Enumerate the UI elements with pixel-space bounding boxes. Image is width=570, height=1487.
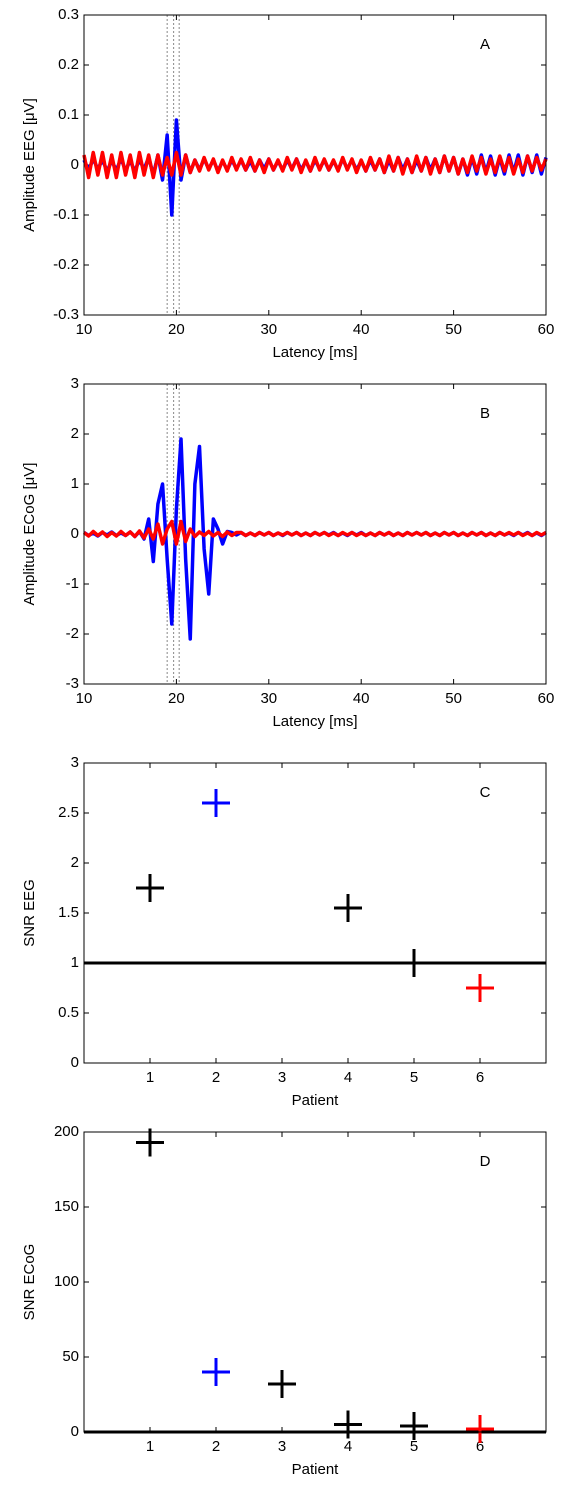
x-tick-label: 3 <box>278 1438 286 1455</box>
x-tick-label: 6 <box>476 1069 484 1086</box>
x-tick-label: 1 <box>146 1438 154 1455</box>
x-axis-label: Patient <box>292 1092 340 1109</box>
x-tick-label: 50 <box>445 690 462 707</box>
x-tick-label: 10 <box>76 690 93 707</box>
y-axis-label: Amplitude EEG [μV] <box>21 98 38 232</box>
x-tick-label: 4 <box>344 1069 352 1086</box>
plus-marker <box>466 1415 494 1443</box>
y-tick-label: -2 <box>66 625 79 642</box>
x-tick-label: 20 <box>168 321 185 338</box>
panel: 0 0.5 1 1.5 2 2.5 3 1 2 3 4 5 6 Patient SNR EEG C <box>21 754 547 1109</box>
y-tick-label: 3 <box>71 754 79 771</box>
x-tick-label: 3 <box>278 1069 286 1086</box>
y-axis-label: SNR ECoG <box>21 1244 38 1321</box>
y-tick-label: 0.3 <box>58 6 79 23</box>
x-tick-label: 5 <box>410 1069 418 1086</box>
y-tick-label: 200 <box>54 1123 79 1140</box>
signal-line <box>82 150 548 180</box>
y-tick-label: 0 <box>71 1423 79 1440</box>
y-tick-label: -3 <box>66 675 79 692</box>
panel: -0.3 -0.2 -0.1 0 0.1 0.2 0.3 10 20 30 40 50 60 Latenc… <box>21 6 554 361</box>
x-tick-label: 40 <box>353 321 370 338</box>
x-tick-label: 2 <box>212 1438 220 1455</box>
y-tick-label: 100 <box>54 1273 79 1290</box>
y-tick-label: 1 <box>71 954 79 971</box>
plus-marker <box>136 874 164 902</box>
plus-marker <box>400 1412 428 1440</box>
y-tick-label: -0.3 <box>53 306 79 323</box>
axes-box <box>83 14 547 316</box>
y-tick-label: 2.5 <box>58 804 79 821</box>
y-tick-label: 0 <box>71 156 79 173</box>
panel-label: B <box>480 405 490 422</box>
panel-label: A <box>480 36 490 53</box>
plot-area <box>84 763 546 1063</box>
x-tick-label: 60 <box>538 690 555 707</box>
x-tick-label: 50 <box>445 321 462 338</box>
y-tick-label: -0.1 <box>53 206 79 223</box>
plot-area <box>84 15 546 315</box>
y-axis-label: SNR EEG <box>21 879 38 947</box>
x-tick-label: 5 <box>410 1438 418 1455</box>
y-tick-label: 2 <box>71 425 79 442</box>
y-tick-label: 3 <box>71 375 79 392</box>
panel-label: C <box>480 784 491 801</box>
y-tick-label: 50 <box>62 1348 79 1365</box>
y-tick-label: 150 <box>54 1198 79 1215</box>
x-axis-label: Patient <box>292 1461 340 1478</box>
plus-marker <box>202 1358 230 1386</box>
x-tick-label: 10 <box>76 321 93 338</box>
plus-marker <box>334 894 362 922</box>
plus-marker <box>136 1128 164 1157</box>
x-tick-label: 2 <box>212 1069 220 1086</box>
x-tick-label: 40 <box>353 690 370 707</box>
y-tick-label: 0.5 <box>58 1004 79 1021</box>
x-tick-label: 6 <box>476 1438 484 1455</box>
plus-marker <box>466 974 494 1002</box>
y-tick-label: -1 <box>66 575 79 592</box>
x-axis-label: Latency [ms] <box>272 344 357 361</box>
axes-box <box>83 383 547 685</box>
y-tick-label: 0.2 <box>58 56 79 73</box>
x-tick-label: 60 <box>538 321 555 338</box>
x-tick-label: 30 <box>260 321 277 338</box>
signal-line <box>82 519 547 546</box>
x-axis-label: Latency [ms] <box>272 713 357 730</box>
plot-area <box>84 1132 546 1432</box>
panel: -3 -2 -1 0 1 2 3 10 20 30 40 50 60 Latency [ms] Amplit… <box>21 375 554 730</box>
y-tick-label: -0.2 <box>53 256 79 273</box>
plus-marker <box>334 1410 362 1439</box>
y-tick-label: 1.5 <box>58 904 79 921</box>
panel: 0 50 100 150 200 1 2 3 4 5 6 Patient SNR ECoG D <box>21 1123 547 1478</box>
x-tick-label: 1 <box>146 1069 154 1086</box>
x-tick-label: 20 <box>168 690 185 707</box>
x-tick-label: 30 <box>260 690 277 707</box>
y-axis-label: Amplitude ECoG [μV] <box>21 463 38 606</box>
plus-marker <box>268 1370 296 1398</box>
plus-marker <box>400 949 428 977</box>
y-tick-label: 0.1 <box>58 106 79 123</box>
axes-box <box>83 1131 547 1433</box>
panel-label: D <box>480 1153 491 1170</box>
y-tick-label: 0 <box>71 525 79 542</box>
y-tick-label: 1 <box>71 475 79 492</box>
axes-box <box>83 762 547 1064</box>
y-tick-label: 0 <box>71 1054 79 1071</box>
plus-marker <box>202 789 230 817</box>
y-tick-label: 2 <box>71 854 79 871</box>
x-tick-label: 4 <box>344 1438 352 1455</box>
